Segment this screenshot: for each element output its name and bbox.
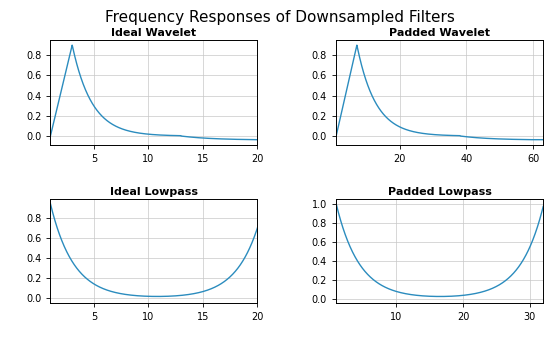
Title: Ideal Lowpass: Ideal Lowpass: [110, 187, 198, 197]
Title: Padded Wavelet: Padded Wavelet: [389, 28, 490, 38]
Title: Ideal Wavelet: Ideal Wavelet: [111, 28, 197, 38]
Title: Padded Lowpass: Padded Lowpass: [388, 187, 492, 197]
Text: Frequency Responses of Downsampled Filters: Frequency Responses of Downsampled Filte…: [105, 10, 455, 25]
